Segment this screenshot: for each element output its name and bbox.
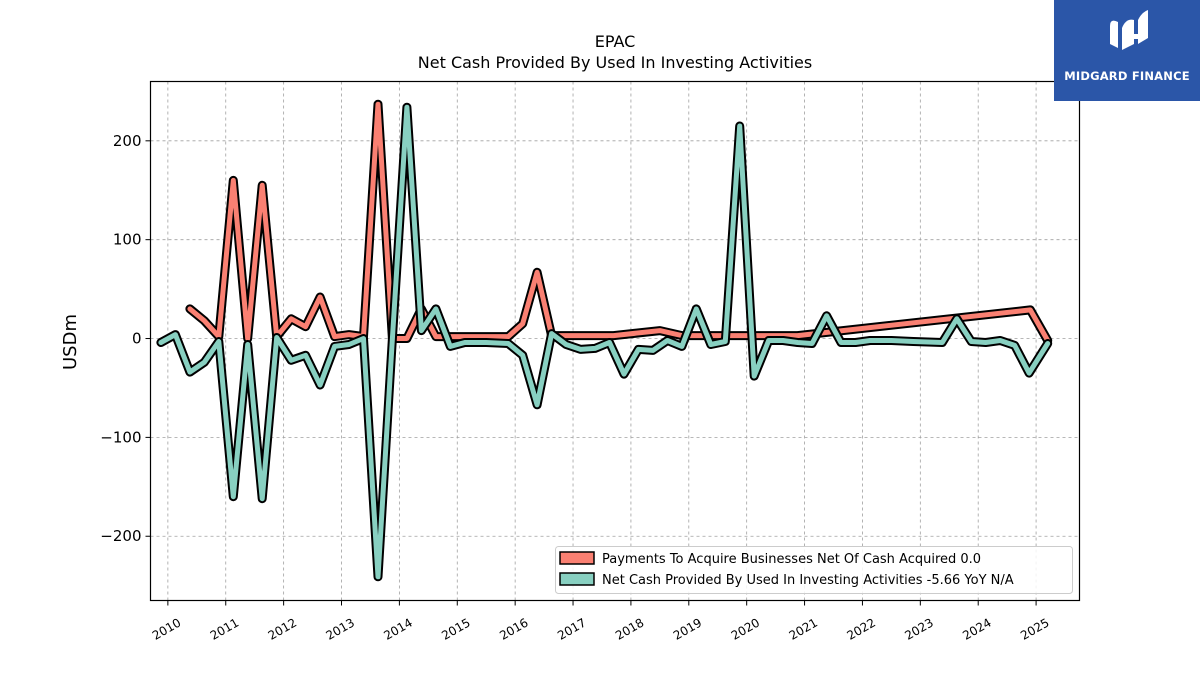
legend: Payments To Acquire Businesses Net Of Ca… [555, 546, 1073, 594]
legend-label-payments: Payments To Acquire Businesses Net Of Ca… [602, 552, 981, 567]
legend-swatch-net-cash [559, 572, 595, 586]
legend-swatch-payments [559, 551, 595, 565]
legend-box [555, 546, 1073, 594]
y-axis-ticks: −200 −100 0 100 200 [100, 132, 151, 545]
y-tick-label: 0 [132, 330, 142, 348]
logo-text: MIDGARD FINANCE [1064, 69, 1190, 83]
y-tick-label: −200 [100, 527, 141, 545]
y-tick-label: 200 [113, 132, 142, 150]
plot-frame [149, 80, 1081, 602]
logo-mark-icon [1110, 10, 1148, 50]
series-layer [156, 99, 1053, 582]
y-axis-label: USDm [60, 314, 81, 370]
chart-subtitle: Net Cash Provided By Used In Investing A… [418, 53, 812, 72]
y-tick-label: 100 [113, 231, 142, 249]
legend-label-net-cash: Net Cash Provided By Used In Investing A… [602, 573, 1014, 588]
series-line-net-cash [158, 104, 1051, 580]
y-tick-label: −100 [100, 428, 141, 446]
midgard-finance-logo: MIDGARD FINANCE [1054, 0, 1200, 101]
chart-title: EPAC [595, 32, 636, 51]
